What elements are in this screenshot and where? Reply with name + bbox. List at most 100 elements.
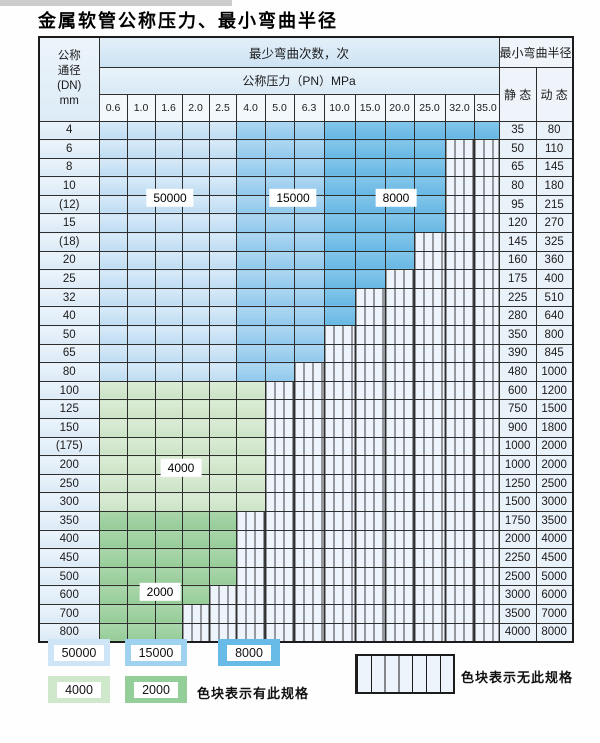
static-value-cell: 2000 xyxy=(498,529,537,550)
spec-unavailable-cell xyxy=(235,603,266,624)
spec-unavailable-cell xyxy=(473,548,500,568)
spec-unavailable-cell xyxy=(323,510,356,531)
pressure-col-header: 1.6 xyxy=(154,93,183,122)
legend-swatch-8000: 8000 xyxy=(218,639,280,666)
table-row: 8 65 145 xyxy=(38,157,574,178)
spec-available-cell xyxy=(98,455,128,475)
spec-available-cell xyxy=(384,120,415,141)
spec-unavailable-cell xyxy=(473,250,500,271)
spec-available-cell xyxy=(235,343,266,364)
table-row: 6 50 110 xyxy=(38,139,574,159)
static-value-cell: 65 xyxy=(498,157,537,178)
spec-available-cell xyxy=(154,250,183,271)
spec-available-cell xyxy=(181,548,210,568)
spec-available-cell xyxy=(98,120,128,141)
static-value-cell: 80 xyxy=(498,176,537,196)
spec-available-cell xyxy=(126,120,156,141)
spec-available-cell xyxy=(413,139,446,159)
spec-available-cell xyxy=(264,343,295,364)
spec-unavailable-cell xyxy=(384,529,415,550)
spec-unavailable-cell xyxy=(264,399,295,419)
spec-unavailable-cell xyxy=(293,585,325,605)
spec-unavailable-cell xyxy=(323,455,356,475)
spec-available-cell xyxy=(181,287,210,308)
spec-available-cell xyxy=(235,473,266,494)
spec-available-cell xyxy=(126,269,156,289)
spec-unavailable-cell xyxy=(444,139,475,159)
dynamic-value-cell: 110 xyxy=(535,139,574,159)
spec-available-cell xyxy=(208,548,237,568)
spec-available-cell xyxy=(154,120,183,141)
spec-unavailable-cell xyxy=(473,287,500,308)
spec-available-cell xyxy=(181,399,210,419)
spec-available-cell xyxy=(293,306,325,327)
spec-unavailable-cell xyxy=(208,585,237,605)
spec-available-cell xyxy=(208,139,237,159)
spec-available-cell xyxy=(98,603,128,624)
static-value-cell: 350 xyxy=(498,325,537,345)
spec-available-cell xyxy=(264,362,295,382)
spec-available-cell xyxy=(181,120,210,141)
spec-unavailable-cell xyxy=(384,399,415,419)
spec-available-cell xyxy=(413,213,446,234)
spec-available-cell xyxy=(208,492,237,512)
spec-unavailable-cell xyxy=(473,399,500,419)
spec-available-cell xyxy=(154,603,183,624)
spec-unavailable-cell xyxy=(444,362,475,382)
spec-unavailable-cell xyxy=(444,418,475,438)
spec-available-cell xyxy=(264,120,295,141)
dynamic-value-cell: 4500 xyxy=(535,548,574,568)
spec-available-cell xyxy=(98,436,128,457)
pressure-col-header: 4.0 xyxy=(235,93,266,122)
region-value-label: 4000 xyxy=(160,458,202,478)
spec-available-cell xyxy=(208,566,237,587)
spec-available-cell xyxy=(98,362,128,382)
spec-unavailable-cell xyxy=(444,380,475,401)
spec-unavailable-cell xyxy=(413,325,446,345)
dn-cell: 100 xyxy=(38,380,100,401)
dynamic-value-cell: 2000 xyxy=(535,455,574,475)
spec-unavailable-cell xyxy=(323,362,356,382)
legend-hatch-box xyxy=(355,654,455,694)
dn-header-line: 通径 xyxy=(57,65,81,78)
static-value-cell: 95 xyxy=(498,194,537,215)
spec-available-cell xyxy=(98,399,128,419)
spec-unavailable-cell xyxy=(473,306,500,327)
spec-available-cell xyxy=(208,529,237,550)
spec-available-cell xyxy=(235,399,266,419)
spec-available-cell xyxy=(235,492,266,512)
page-title: 金属软管公称压力、最小弯曲半径 xyxy=(38,11,338,32)
static-value-cell: 2500 xyxy=(498,566,537,587)
spec-available-cell xyxy=(126,473,156,494)
spec-available-cell xyxy=(126,157,156,178)
spec-unavailable-cell xyxy=(235,510,266,531)
spec-unavailable-cell xyxy=(323,380,356,401)
pressure-col-header: 5.0 xyxy=(264,93,295,122)
spec-unavailable-cell xyxy=(354,306,386,327)
dynamic-value-cell: 3000 xyxy=(535,492,574,512)
spec-unavailable-cell xyxy=(323,436,356,457)
spec-unavailable-cell xyxy=(413,566,446,587)
spec-unavailable-cell xyxy=(264,548,295,568)
dn-cell: 50 xyxy=(38,325,100,345)
spec-available-cell xyxy=(208,157,237,178)
spec-unavailable-cell xyxy=(413,585,446,605)
spec-available-cell xyxy=(98,566,128,587)
spec-unavailable-cell xyxy=(413,418,446,438)
pressure-col-header: 25.0 xyxy=(413,93,446,122)
spec-unavailable-cell xyxy=(444,343,475,364)
min-bend-radius-header: 最小弯曲半径 xyxy=(498,36,574,68)
spec-available-cell xyxy=(235,250,266,271)
dynamic-value-cell: 80 xyxy=(535,120,574,141)
spec-available-cell xyxy=(126,492,156,512)
table-row: 125 750 1500 xyxy=(38,399,574,419)
spec-available-cell xyxy=(235,325,266,345)
spec-available-cell xyxy=(126,306,156,327)
spec-available-cell xyxy=(98,194,128,215)
spec-unavailable-cell xyxy=(354,548,386,568)
spec-unavailable-cell xyxy=(444,622,475,643)
static-value-cell: 120 xyxy=(498,213,537,234)
spec-available-cell xyxy=(126,287,156,308)
spec-available-cell xyxy=(126,362,156,382)
spec-available-cell xyxy=(154,566,183,587)
